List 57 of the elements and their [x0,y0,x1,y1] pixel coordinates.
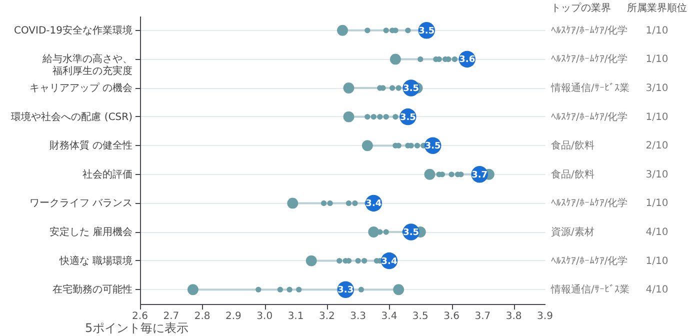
text: 3/10 [646,83,668,94]
x-tick-label: 2.8 [194,311,210,322]
x-tick-label: 3.1 [288,311,304,322]
text: 1/10 [646,25,668,36]
text: ﾍﾙｽｹｱ/ﾎｰﾑｹｱ/化学 [551,254,628,267]
data-label: 3.4 [366,199,382,210]
data-label: 3.5 [403,228,420,238]
text: ﾍﾙｽｹｱ/ﾎｰﾑｹｱ/化学 [551,110,628,123]
y-tick-label: キャリアアップ の機会 [29,82,132,94]
y-tick-label: 在宅勤務の可能性 [52,284,132,296]
x-tick-label: 3.2 [318,311,335,322]
x-tick-label: 3.4 [381,311,398,322]
text: ﾍﾙｽｹｱ/ﾎｰﾑｹｱ/化学 [551,197,628,210]
text: 3/10 [646,169,668,180]
y-tick-label: 給与水準の高さや、福利厚生の充実度 [42,53,132,78]
text: 1/10 [646,256,668,267]
text: 所属業界順位 [627,2,687,14]
text: 4/10 [646,284,668,296]
x-tick-label: 2.7 [163,311,180,322]
text: 食品/飲料 [551,168,594,180]
x-tick-label: 3.0 [256,311,273,322]
text: 2/10 [646,140,668,152]
data-label: 3.5 [403,84,420,94]
text: 1/10 [646,112,668,123]
text: ﾍﾙｽｹｱ/ﾎｰﾑｹｱ/化学 [551,24,628,36]
text: 5ポイント毎に表示 [85,321,189,335]
text: 4/10 [646,227,668,238]
x-tick-label: 3.5 [412,311,428,322]
text: 1/10 [646,54,668,66]
y-tick-label: COVID-19安全な作業環境 [14,24,132,36]
x-tick-label: 3.9 [537,311,553,322]
text: 情報通信/ｻｰﾋﾞｽ業 [550,82,630,94]
y-tick-label: 環境や社会への配慮 (CSR) [11,110,133,123]
data-label: 3.7 [472,170,488,180]
text: 1/10 [646,198,668,210]
data-label: 3.3 [338,286,354,296]
y-tick-label: 快適な 職場環境 [58,254,132,267]
data-label: 3.5 [418,26,435,36]
x-tick-label: 2.6 [132,311,148,322]
data-label: 3.6 [459,55,476,66]
data-label: 3.5 [400,112,416,123]
data-label: 3.4 [381,256,398,267]
x-tick-label: 2.9 [226,311,242,322]
y-tick-label: ワークライフ バランス [29,198,132,210]
text: 食品/飲料 [551,140,594,152]
y-tick-label: 財務体質 の健全性 [49,140,132,152]
text: 資源/素材 [551,226,594,238]
y-tick-label: 社会的評価 [82,168,132,180]
x-tick-label: 3.7 [474,311,491,322]
text: トップの業界 [551,2,611,14]
y-tick-label: 安定した 雇用機会 [49,226,132,238]
text: ﾍﾙｽｹｱ/ﾎｰﾑｹｱ/化学 [551,53,628,66]
x-tick-label: 3.8 [506,311,522,322]
x-tick-label: 3.3 [350,311,366,322]
data-label: 3.5 [424,142,441,152]
text: 情報通信/ｻｰﾋﾞｽ業 [550,284,630,296]
x-tick-label: 3.6 [444,311,460,322]
